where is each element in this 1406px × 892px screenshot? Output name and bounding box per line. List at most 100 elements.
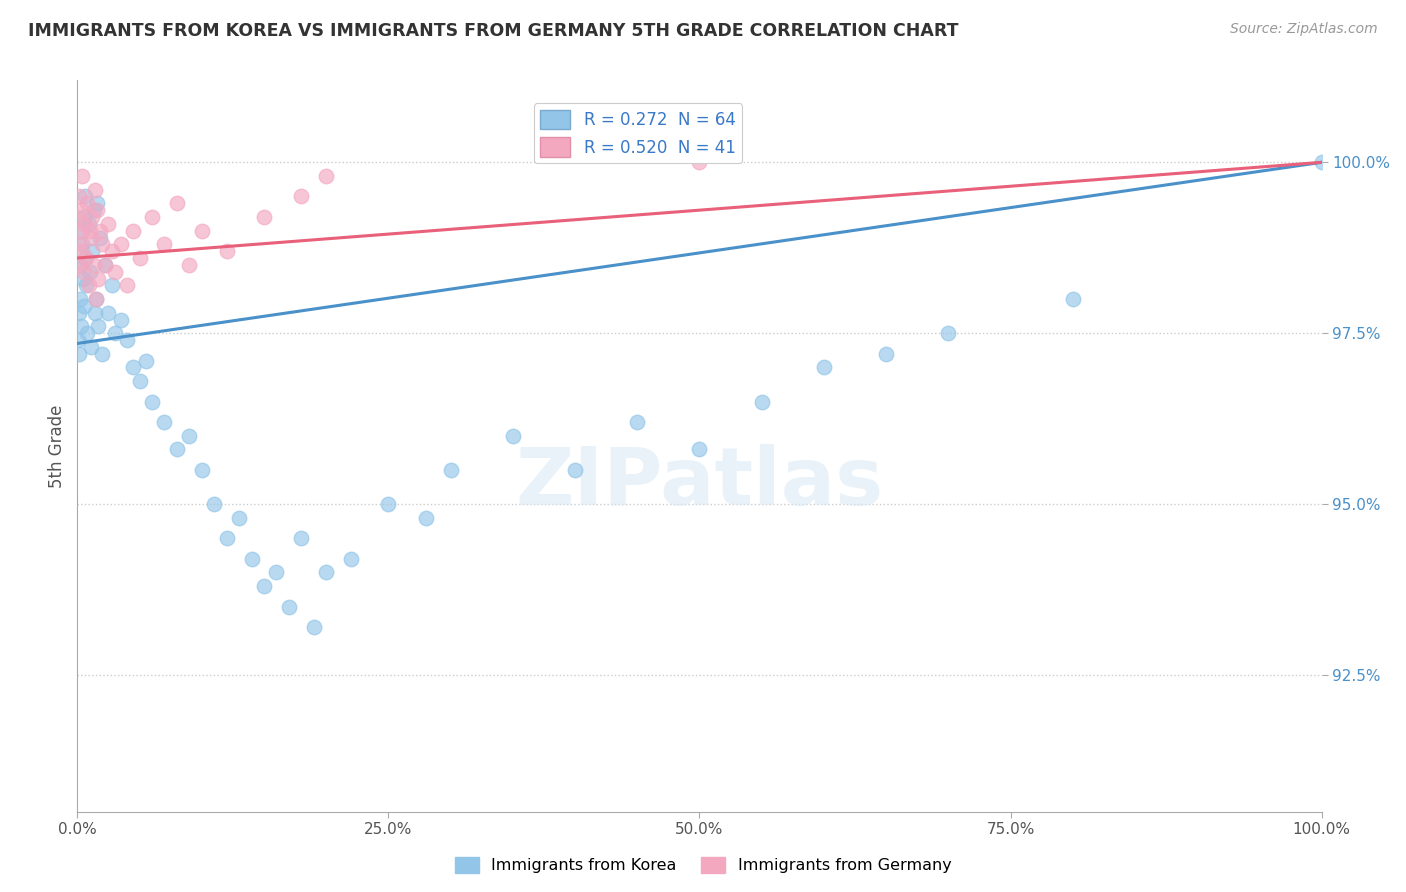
Point [73, 217, 96, 231]
Point [83, 203, 105, 218]
Point [228, 510, 250, 524]
Point [93, 258, 115, 272]
Point [166, 196, 188, 211]
Point [253, 210, 276, 224]
Point [1062, 292, 1084, 306]
Point [813, 360, 835, 375]
Point [626, 415, 648, 429]
Point [110, 237, 132, 252]
Point [689, 442, 711, 457]
Point [290, 531, 312, 545]
Point [75, 251, 97, 265]
Point [75, 189, 97, 203]
Point [115, 333, 138, 347]
Point [89, 224, 111, 238]
Point [70, 244, 93, 259]
Point [101, 278, 124, 293]
Point [72, 265, 94, 279]
Point [70, 237, 93, 252]
Point [502, 429, 524, 443]
Point [72, 210, 94, 224]
Point [76, 196, 98, 211]
Point [82, 210, 104, 224]
Point [79, 265, 101, 279]
Point [128, 374, 150, 388]
Legend: R = 0.272  N = 64, R = 0.520  N = 41: R = 0.272 N = 64, R = 0.520 N = 41 [534, 103, 742, 163]
Point [689, 155, 711, 169]
Point [69, 292, 91, 306]
Point [69, 258, 91, 272]
Point [67, 189, 90, 203]
Point [128, 251, 150, 265]
Point [66, 210, 89, 224]
Point [240, 551, 263, 566]
Point [83, 258, 105, 272]
Legend: Immigrants from Korea, Immigrants from Germany: Immigrants from Korea, Immigrants from G… [449, 850, 957, 880]
Point [266, 566, 288, 580]
Point [80, 340, 103, 354]
Point [67, 347, 90, 361]
Point [179, 429, 201, 443]
Point [315, 566, 337, 580]
Point [79, 224, 101, 238]
Point [290, 189, 312, 203]
Text: ZIPatlas: ZIPatlas [516, 443, 883, 522]
Point [70, 203, 93, 218]
Y-axis label: 5th Grade: 5th Grade [48, 404, 66, 488]
Point [93, 258, 115, 272]
Point [76, 326, 98, 341]
Point [415, 510, 437, 524]
Point [73, 251, 96, 265]
Point [166, 442, 188, 457]
Point [80, 230, 103, 244]
Point [73, 299, 96, 313]
Point [86, 203, 108, 218]
Point [340, 551, 363, 566]
Point [104, 326, 127, 341]
Point [141, 210, 163, 224]
Text: IMMIGRANTS FROM KOREA VS IMMIGRANTS FROM GERMANY 5TH GRADE CORRELATION CHART: IMMIGRANTS FROM KOREA VS IMMIGRANTS FROM… [28, 22, 959, 40]
Point [104, 265, 127, 279]
Point [135, 353, 157, 368]
Point [377, 497, 399, 511]
Point [70, 319, 93, 334]
Point [83, 306, 105, 320]
Point [302, 620, 325, 634]
Point [97, 217, 120, 231]
Point [69, 258, 91, 272]
Point [87, 319, 110, 334]
Point [153, 415, 176, 429]
Text: Source: ZipAtlas.com: Source: ZipAtlas.com [1230, 22, 1378, 37]
Point [215, 244, 238, 259]
Point [202, 497, 225, 511]
Point [179, 258, 201, 272]
Point [89, 230, 111, 244]
Point [72, 271, 94, 285]
Point [110, 312, 132, 326]
Point [253, 579, 276, 593]
Point [564, 463, 586, 477]
Point [82, 244, 104, 259]
Point [751, 394, 773, 409]
Point [75, 278, 97, 293]
Point [875, 347, 897, 361]
Point [97, 306, 120, 320]
Point [87, 271, 110, 285]
Point [69, 224, 91, 238]
Point [936, 326, 959, 341]
Point [84, 292, 107, 306]
Point [77, 217, 100, 231]
Point [191, 224, 214, 238]
Point [1310, 155, 1333, 169]
Point [101, 244, 124, 259]
Point [86, 196, 108, 211]
Point [67, 237, 90, 252]
Point [122, 360, 145, 375]
Point [66, 333, 89, 347]
Point [67, 306, 90, 320]
Point [83, 183, 105, 197]
Point [277, 599, 299, 614]
Point [141, 394, 163, 409]
Point [84, 292, 107, 306]
Point [91, 347, 114, 361]
